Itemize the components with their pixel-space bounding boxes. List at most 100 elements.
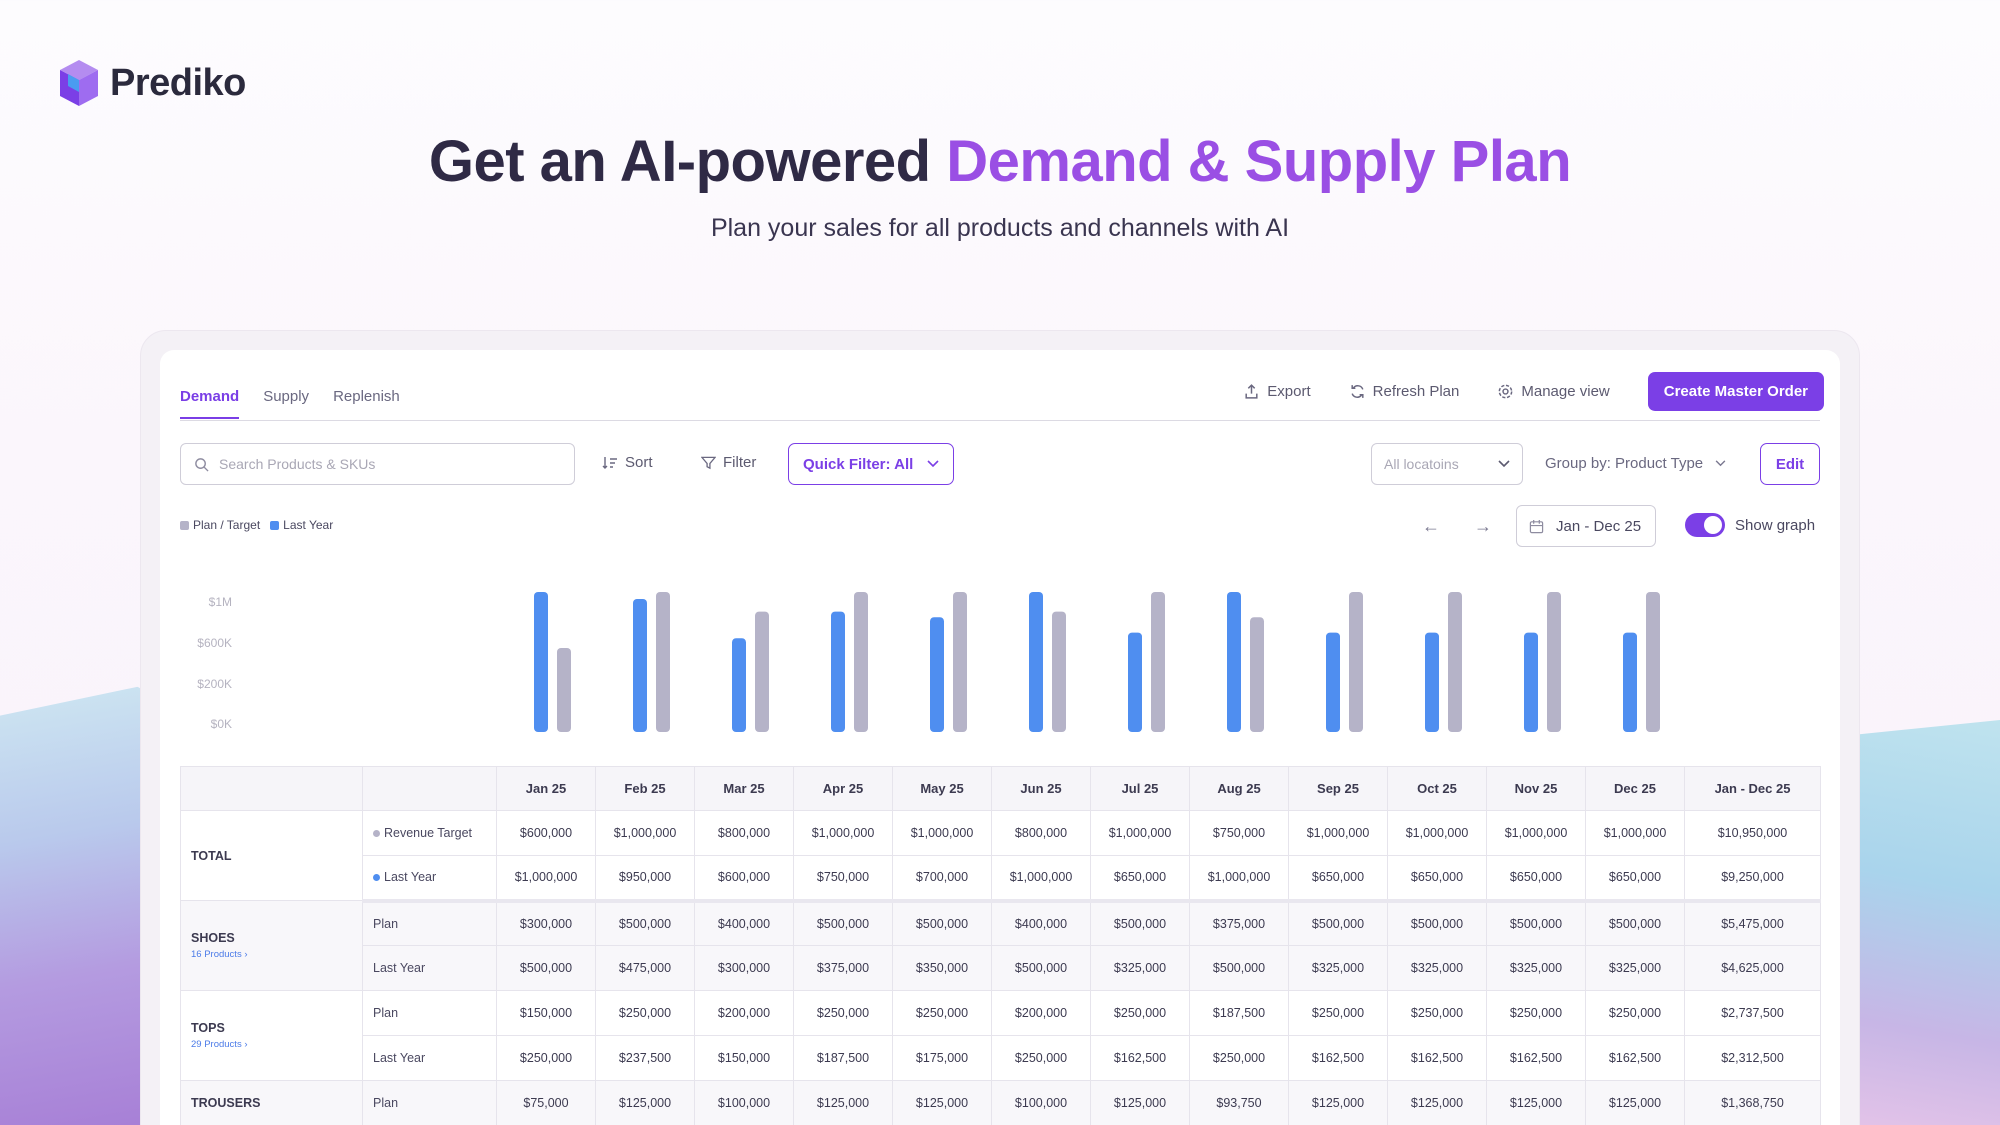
table-cell[interactable]: $162,500: [1090, 1035, 1190, 1081]
table-cell[interactable]: $250,000: [1090, 990, 1190, 1036]
table-cell[interactable]: $475,000: [595, 945, 695, 991]
chart-bar[interactable]: [1151, 592, 1165, 732]
table-cell[interactable]: $1,000,000: [496, 855, 596, 903]
table-cell[interactable]: $175,000: [892, 1035, 992, 1081]
chart-bar[interactable]: [1524, 632, 1538, 732]
create-master-order-button[interactable]: Create Master Order: [1647, 372, 1824, 411]
chart-bar[interactable]: [1052, 611, 1066, 732]
arrow-right-icon[interactable]: →: [1474, 516, 1492, 536]
table-cell[interactable]: $375,000: [793, 945, 893, 991]
table-cell[interactable]: $950,000: [595, 855, 695, 903]
chart-bar[interactable]: [1547, 592, 1561, 732]
table-cell[interactable]: $250,000: [991, 1035, 1091, 1081]
table-cell[interactable]: $1,000,000: [1486, 810, 1586, 856]
table-cell[interactable]: $150,000: [694, 1035, 794, 1081]
table-cell[interactable]: $250,000: [1189, 1035, 1289, 1081]
table-cell[interactable]: $1,000,000: [1585, 810, 1685, 856]
chart-bar[interactable]: [755, 611, 769, 732]
chart-bar[interactable]: [1250, 617, 1264, 732]
filter-button[interactable]: Filter: [701, 454, 756, 471]
table-cell[interactable]: $500,000: [1288, 900, 1388, 946]
sort-button[interactable]: Sort: [602, 454, 653, 471]
table-cell[interactable]: $10,950,000: [1684, 810, 1821, 856]
table-cell[interactable]: $325,000: [1585, 945, 1685, 991]
table-cell[interactable]: $325,000: [1090, 945, 1190, 991]
table-cell[interactable]: $800,000: [694, 810, 794, 856]
chart-bar[interactable]: [831, 611, 845, 732]
table-cell[interactable]: $187,500: [793, 1035, 893, 1081]
chart-bar[interactable]: [953, 592, 967, 732]
table-cell[interactable]: $4,625,000: [1684, 945, 1821, 991]
table-cell[interactable]: $1,368,750: [1684, 1080, 1821, 1125]
table-cell[interactable]: $750,000: [1189, 810, 1289, 856]
table-cell[interactable]: $100,000: [991, 1080, 1091, 1125]
table-cell[interactable]: $600,000: [496, 810, 596, 856]
table-cell[interactable]: $200,000: [694, 990, 794, 1036]
table-cell[interactable]: $400,000: [991, 900, 1091, 946]
chart-bar[interactable]: [1623, 632, 1637, 732]
table-cell[interactable]: $325,000: [1387, 945, 1487, 991]
table-cell[interactable]: $250,000: [793, 990, 893, 1036]
quick-filter-dropdown[interactable]: Quick Filter: All: [788, 443, 954, 485]
chart-bar[interactable]: [930, 617, 944, 732]
group-by-dropdown[interactable]: Group by: Product Type: [1545, 455, 1726, 472]
row-group-label[interactable]: SHOES 16 Products ›: [180, 900, 363, 991]
arrow-left-icon[interactable]: ←: [1422, 516, 1440, 536]
table-cell[interactable]: $1,000,000: [1288, 810, 1388, 856]
tab-replenish[interactable]: Replenish: [333, 388, 400, 405]
table-cell[interactable]: $250,000: [1288, 990, 1388, 1036]
table-cell[interactable]: $1,000,000: [991, 855, 1091, 903]
table-cell[interactable]: $325,000: [1288, 945, 1388, 991]
table-cell[interactable]: $650,000: [1585, 855, 1685, 903]
table-cell[interactable]: $125,000: [1585, 1080, 1685, 1125]
table-cell[interactable]: $125,000: [1288, 1080, 1388, 1125]
table-cell[interactable]: $500,000: [991, 945, 1091, 991]
table-cell[interactable]: $2,737,500: [1684, 990, 1821, 1036]
chart-bar[interactable]: [1448, 592, 1462, 732]
table-cell[interactable]: $600,000: [694, 855, 794, 903]
table-cell[interactable]: $5,475,000: [1684, 900, 1821, 946]
chart-bar[interactable]: [854, 592, 868, 732]
tab-demand[interactable]: Demand: [180, 388, 240, 419]
table-cell[interactable]: $1,000,000: [1090, 810, 1190, 856]
table-cell[interactable]: $500,000: [1387, 900, 1487, 946]
chart-bar[interactable]: [656, 592, 670, 732]
table-cell[interactable]: $500,000: [1090, 900, 1190, 946]
table-cell[interactable]: $125,000: [1387, 1080, 1487, 1125]
chart-bar[interactable]: [1326, 632, 1340, 732]
chart-bar[interactable]: [1349, 592, 1363, 732]
table-cell[interactable]: $1,000,000: [1387, 810, 1487, 856]
table-cell[interactable]: $250,000: [1585, 990, 1685, 1036]
table-cell[interactable]: $237,500: [595, 1035, 695, 1081]
table-cell[interactable]: $187,500: [1189, 990, 1289, 1036]
table-cell[interactable]: $500,000: [1585, 900, 1685, 946]
chart-bar[interactable]: [534, 592, 548, 732]
table-cell[interactable]: $162,500: [1585, 1035, 1685, 1081]
table-cell[interactable]: $200,000: [991, 990, 1091, 1036]
tab-supply[interactable]: Supply: [263, 388, 310, 405]
table-cell[interactable]: $93,750: [1189, 1080, 1289, 1125]
edit-button[interactable]: Edit: [1760, 443, 1820, 485]
table-cell[interactable]: $350,000: [892, 945, 992, 991]
table-cell[interactable]: $1,000,000: [1189, 855, 1289, 903]
table-cell[interactable]: $800,000: [991, 810, 1091, 856]
table-cell[interactable]: $250,000: [1387, 990, 1487, 1036]
table-cell[interactable]: $250,000: [595, 990, 695, 1036]
product-count-link[interactable]: 29 Products ›: [191, 1039, 362, 1050]
table-cell[interactable]: $650,000: [1486, 855, 1586, 903]
table-cell[interactable]: $500,000: [1189, 945, 1289, 991]
table-cell[interactable]: $400,000: [694, 900, 794, 946]
table-cell[interactable]: $125,000: [793, 1080, 893, 1125]
table-cell[interactable]: $325,000: [1486, 945, 1586, 991]
chart-bar[interactable]: [1646, 592, 1660, 732]
table-cell[interactable]: $375,000: [1189, 900, 1289, 946]
chart-bar[interactable]: [1029, 592, 1043, 732]
table-cell[interactable]: $125,000: [1486, 1080, 1586, 1125]
table-cell[interactable]: $500,000: [892, 900, 992, 946]
locations-dropdown[interactable]: All locatoins: [1371, 443, 1523, 485]
table-cell[interactable]: $300,000: [496, 900, 596, 946]
table-cell[interactable]: $1,000,000: [793, 810, 893, 856]
table-cell[interactable]: $2,312,500: [1684, 1035, 1821, 1081]
table-cell[interactable]: $162,500: [1288, 1035, 1388, 1081]
table-cell[interactable]: $75,000: [496, 1080, 596, 1125]
